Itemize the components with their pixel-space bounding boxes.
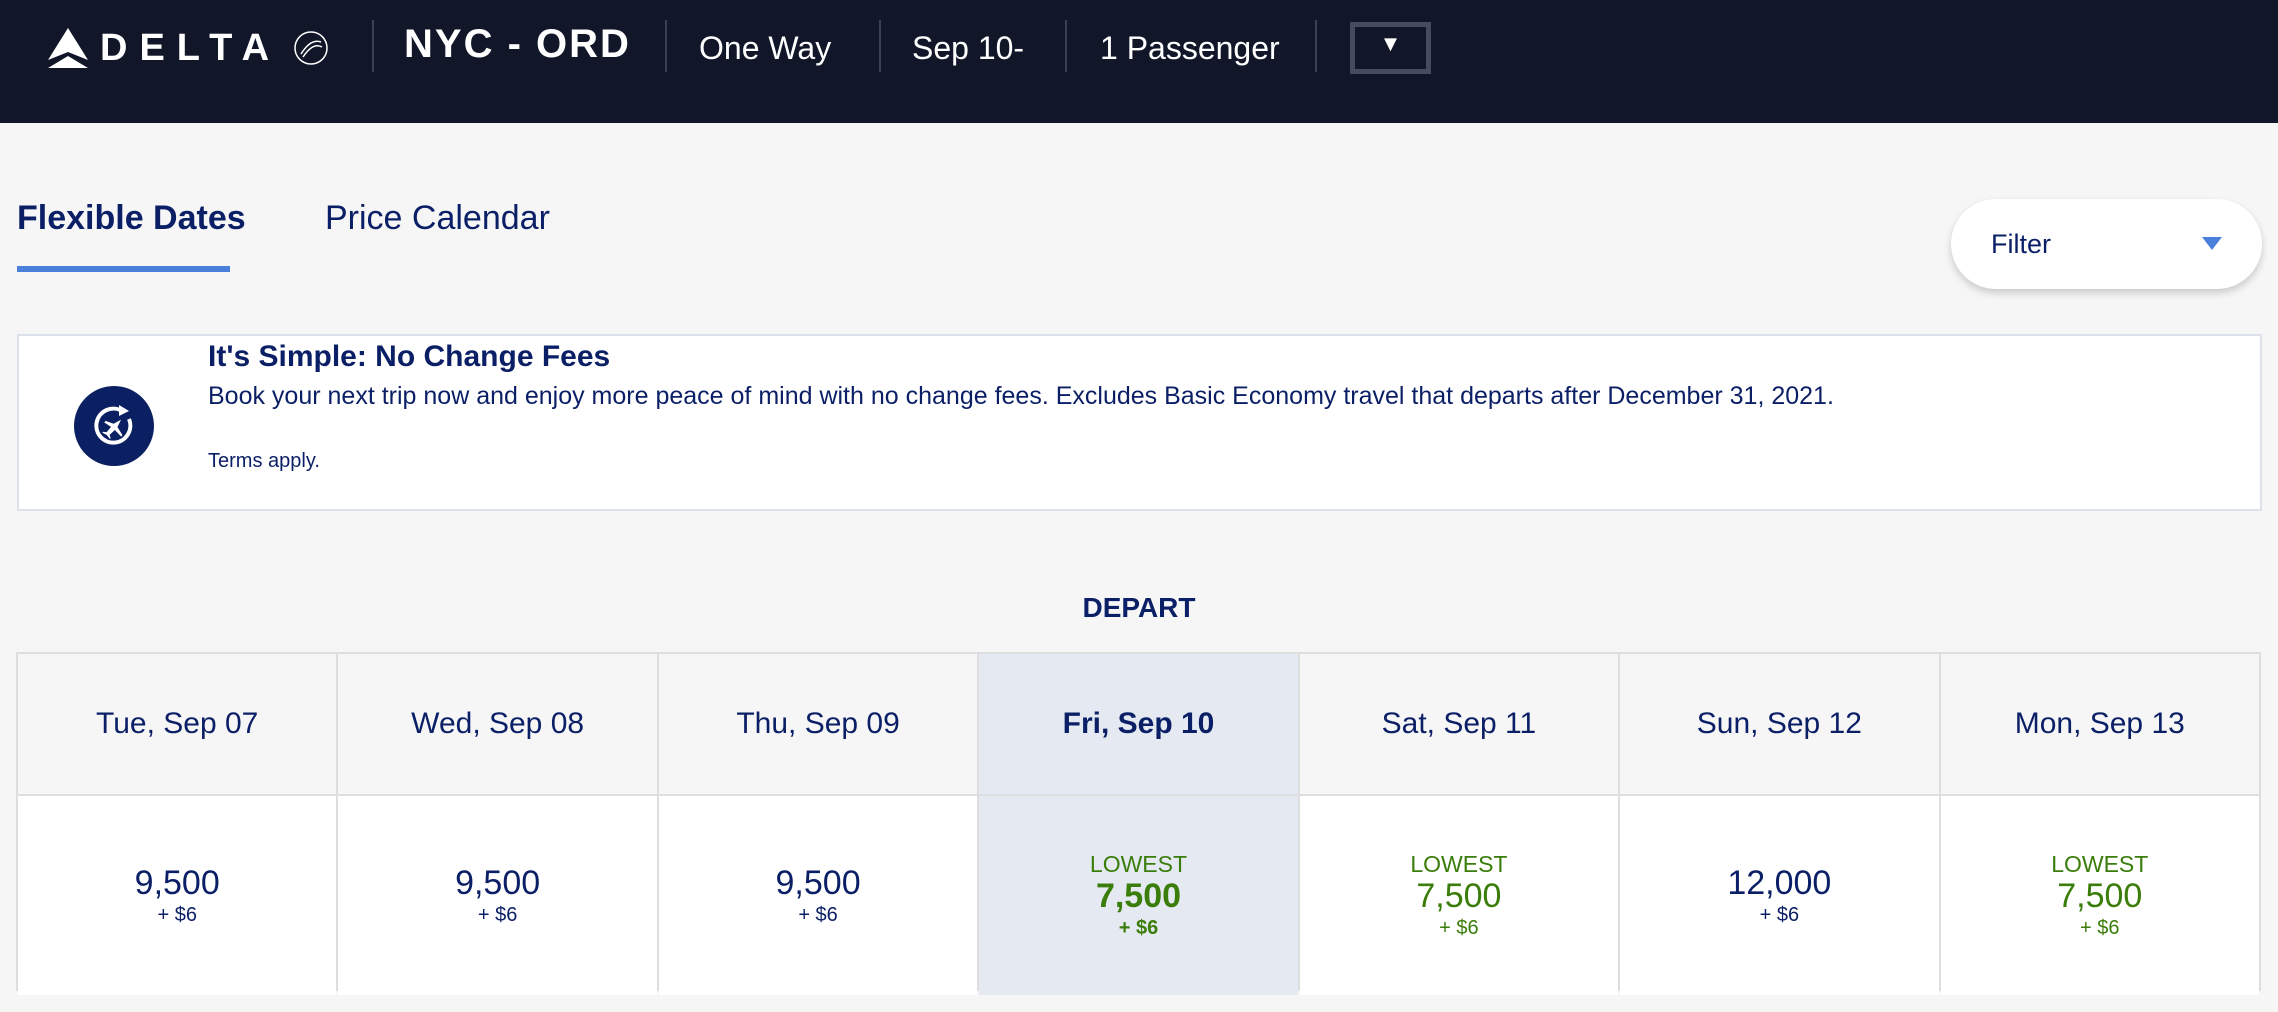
- miles-price: 9,500: [134, 863, 220, 902]
- divider: [1065, 20, 1067, 72]
- depart-heading: DEPART: [1082, 592, 1196, 623]
- miles-price: 7,500: [1416, 876, 1502, 915]
- lowest-badge: LOWEST: [1410, 850, 1508, 877]
- banner-body: Book your next trip now and enjoy more p…: [208, 382, 1834, 410]
- lowest-badge: LOWEST: [1089, 850, 1188, 877]
- travel-date[interactable]: Sep 10-: [912, 30, 1025, 66]
- expand-search-button[interactable]: ▼: [1350, 22, 1431, 74]
- flexible-dates-grid: Tue, Sep 07 9,500 + $6 Wed, Sep 08 9,500 + $6…: [16, 652, 2261, 995]
- miles-price: 12,000: [1727, 863, 1832, 902]
- divider: [372, 20, 374, 72]
- delta-logo[interactable]: DELTA: [46, 26, 331, 70]
- skyteam-icon: [294, 31, 328, 65]
- date-header[interactable]: Wed, Sep 08: [338, 654, 657, 794]
- taxes-fee: + $6: [477, 903, 518, 926]
- date-price-cell[interactable]: LOWEST 7,500 + $6: [1940, 796, 2259, 995]
- miles-price: 7,500: [2057, 876, 2143, 915]
- date-header[interactable]: Sun, Sep 12: [1620, 654, 1939, 794]
- caret-down-icon: [2202, 237, 2222, 250]
- taxes-fee: + $6: [1118, 916, 1159, 939]
- filter-dropdown[interactable]: Filter: [1951, 199, 2262, 289]
- delta-widget-icon: [48, 28, 88, 68]
- taxes-fee: + $6: [2080, 916, 2120, 939]
- top-bar: DELTA NYC - ORD One Way Sep 10- 1 Passen…: [0, 0, 2278, 123]
- date-price-cell[interactable]: LOWEST 7,500 + $6: [979, 796, 1298, 995]
- filter-label: Filter: [1991, 228, 2051, 259]
- logo-text: DELTA: [100, 26, 282, 69]
- miles-price: 9,500: [455, 863, 541, 902]
- passenger-count[interactable]: 1 Passenger: [1100, 30, 1280, 66]
- date-price-cell[interactable]: 9,500 + $6: [18, 796, 337, 995]
- date-header[interactable]: Sat, Sep 11: [1299, 654, 1619, 794]
- caret-down-icon: ▼: [1379, 31, 1402, 56]
- date-header[interactable]: Thu, Sep 09: [658, 654, 978, 794]
- date-header[interactable]: Tue, Sep 07: [18, 654, 337, 794]
- trip-type[interactable]: One Way: [699, 30, 832, 66]
- miles-price: 9,500: [775, 863, 861, 902]
- tab-price-calendar[interactable]: Price Calendar: [325, 199, 550, 237]
- date-price-cell[interactable]: LOWEST 7,500 + $6: [1299, 796, 1619, 995]
- active-tab-underline: [17, 266, 230, 272]
- banner-title: It's Simple: No Change Fees: [208, 340, 611, 373]
- plane-refresh-icon: [74, 386, 154, 466]
- date-price-cell[interactable]: 9,500 + $6: [658, 796, 978, 995]
- date-price-cell[interactable]: 12,000 + $6: [1620, 796, 1939, 995]
- route[interactable]: NYC - ORD: [404, 22, 631, 66]
- tab-flexible-dates[interactable]: Flexible Dates: [17, 199, 246, 237]
- lowest-badge: LOWEST: [2051, 850, 2149, 877]
- date-header[interactable]: Mon, Sep 13: [1940, 654, 2259, 794]
- date-header[interactable]: Fri, Sep 10: [979, 654, 1298, 794]
- no-change-fees-banner: It's Simple: No Change Fees Book your ne…: [17, 334, 2262, 511]
- date-price-cell[interactable]: 9,500 + $6: [338, 796, 657, 995]
- miles-price: 7,500: [1095, 876, 1182, 915]
- taxes-fee: + $6: [1439, 916, 1479, 939]
- divider: [879, 20, 881, 72]
- divider: [665, 20, 667, 72]
- taxes-fee: + $6: [1759, 903, 1800, 926]
- taxes-fee: + $6: [157, 903, 197, 926]
- taxes-fee: + $6: [798, 903, 838, 926]
- terms-link[interactable]: Terms apply.: [208, 450, 320, 472]
- divider: [1315, 20, 1317, 72]
